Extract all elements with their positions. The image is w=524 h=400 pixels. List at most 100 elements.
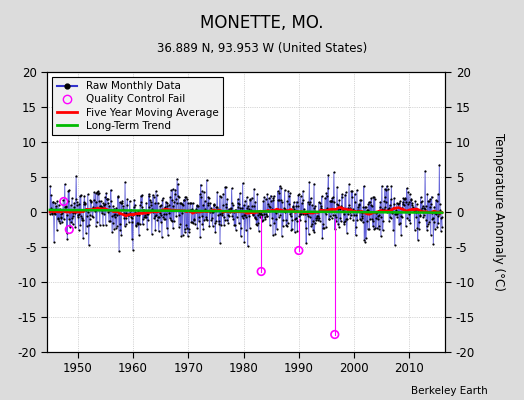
Point	[201, 206, 210, 212]
Point	[265, 203, 274, 210]
Point	[126, 210, 134, 216]
Point	[374, 226, 383, 232]
Text: MONETTE, MO.: MONETTE, MO.	[200, 14, 324, 32]
Point	[231, 222, 239, 228]
Point	[321, 211, 330, 218]
Point	[346, 215, 355, 222]
Point	[425, 203, 434, 210]
Point	[117, 200, 126, 206]
Point	[272, 216, 280, 223]
Point	[228, 213, 237, 219]
Point	[332, 201, 341, 207]
Point	[358, 210, 367, 216]
Point	[254, 212, 263, 218]
Point	[434, 220, 443, 226]
Point	[224, 212, 232, 218]
Point	[59, 197, 68, 204]
Point	[52, 227, 61, 233]
Point	[331, 331, 339, 338]
Point	[101, 200, 109, 207]
Point	[71, 224, 80, 230]
Point	[211, 229, 220, 236]
Point	[178, 209, 186, 216]
Point	[436, 207, 444, 213]
Point	[129, 246, 137, 253]
Point	[96, 202, 104, 209]
Point	[310, 229, 319, 235]
Point	[185, 207, 194, 214]
Point	[433, 224, 441, 230]
Point	[305, 179, 314, 186]
Point	[231, 207, 239, 213]
Point	[428, 193, 436, 200]
Point	[382, 199, 390, 206]
Point	[190, 217, 198, 224]
Point	[266, 204, 275, 210]
Point	[242, 226, 250, 233]
Point	[60, 216, 68, 222]
Point	[415, 226, 423, 232]
Point	[214, 218, 223, 224]
Point	[397, 204, 406, 211]
Point	[317, 203, 325, 209]
Point	[139, 216, 147, 222]
Point	[107, 198, 115, 205]
Point	[265, 195, 273, 201]
Point	[86, 212, 94, 218]
Point	[345, 205, 354, 211]
Point	[438, 224, 446, 230]
Point	[144, 216, 152, 223]
Point	[432, 211, 440, 217]
Point	[283, 198, 291, 204]
Point	[356, 196, 364, 203]
Point	[130, 202, 139, 208]
Point	[111, 214, 119, 220]
Point	[413, 225, 421, 231]
Point	[187, 219, 195, 226]
Point	[392, 200, 401, 206]
Point	[395, 200, 403, 206]
Point	[320, 225, 328, 232]
Point	[435, 210, 443, 217]
Point	[323, 205, 332, 212]
Point	[209, 223, 217, 229]
Point	[162, 211, 170, 217]
Point	[276, 183, 284, 189]
Point	[379, 218, 387, 224]
Point	[325, 198, 334, 204]
Point	[354, 204, 363, 210]
Point	[207, 217, 215, 224]
Point	[223, 217, 231, 223]
Point	[293, 218, 301, 224]
Point	[280, 187, 289, 193]
Point	[151, 200, 159, 206]
Point	[336, 218, 345, 225]
Point	[305, 214, 314, 220]
Point	[117, 200, 125, 206]
Point	[326, 198, 335, 204]
Point	[163, 232, 172, 238]
Point	[136, 202, 145, 209]
Point	[388, 209, 396, 216]
Point	[271, 208, 279, 214]
Point	[149, 194, 158, 200]
Point	[48, 210, 57, 216]
Point	[79, 216, 87, 223]
Point	[256, 214, 265, 220]
Point	[257, 208, 265, 215]
Point	[409, 205, 417, 212]
Point	[359, 219, 367, 226]
Point	[72, 196, 80, 202]
Point	[62, 230, 71, 237]
Point	[159, 213, 168, 220]
Point	[413, 236, 422, 243]
Point	[248, 203, 256, 209]
Point	[263, 191, 271, 198]
Point	[357, 213, 366, 220]
Point	[210, 201, 218, 208]
Point	[275, 214, 283, 220]
Point	[225, 212, 233, 219]
Point	[195, 214, 203, 220]
Point	[186, 200, 194, 206]
Point	[103, 196, 111, 202]
